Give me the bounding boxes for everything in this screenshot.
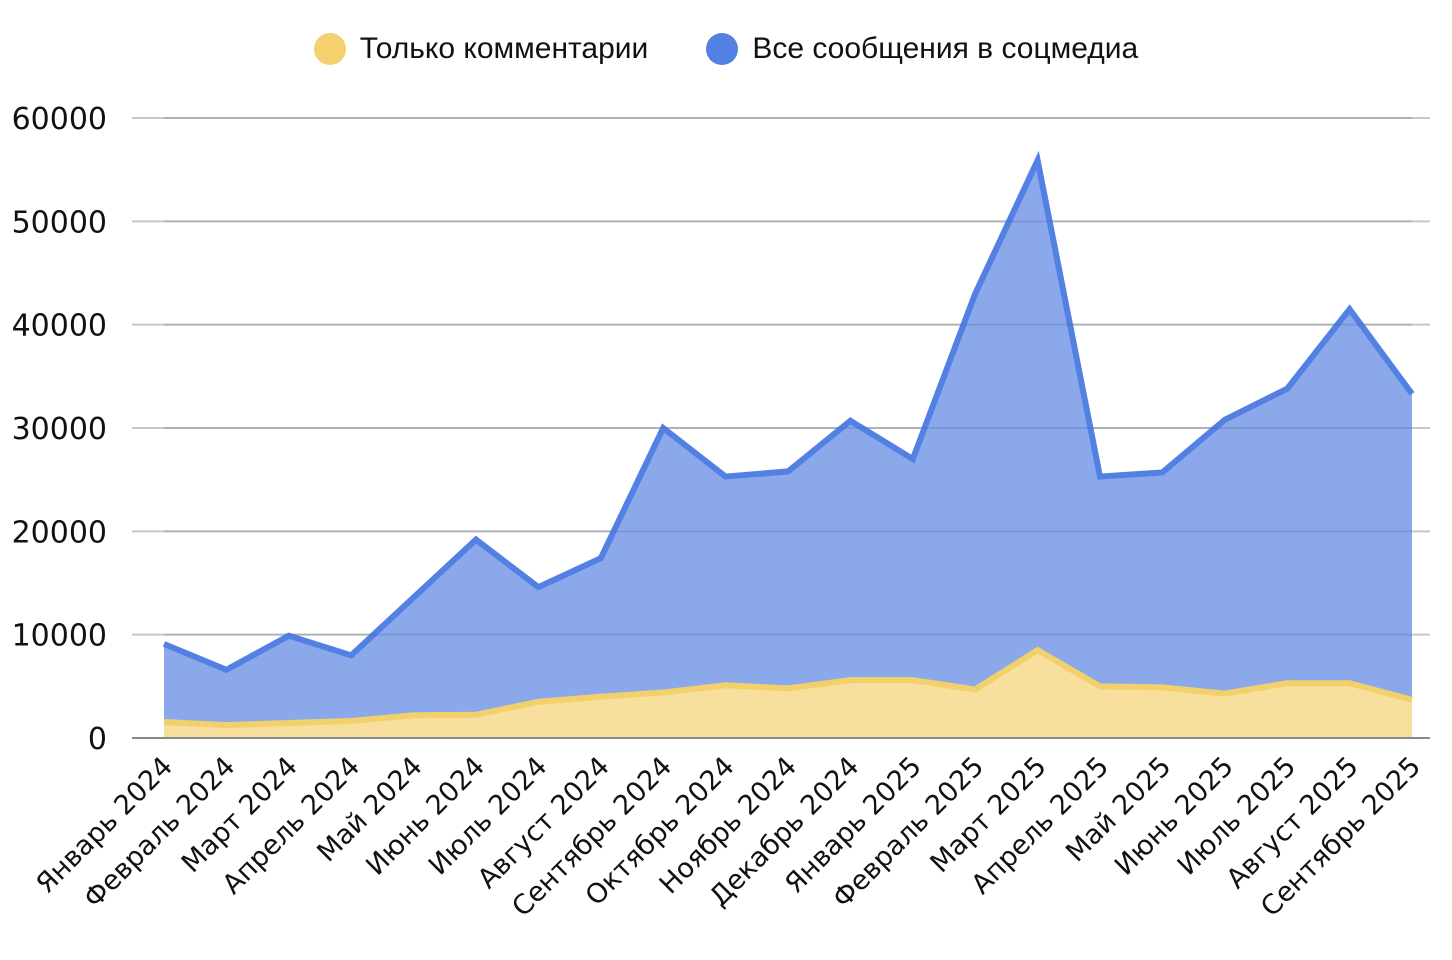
- y-tick-label: 60000: [12, 102, 107, 137]
- legend-label-comments: Только комментарии: [359, 32, 649, 65]
- all-messages-line: [162, 150, 1415, 674]
- y-tick-label: 50000: [12, 205, 107, 240]
- legend-label-all-messages: Все сообщения в соцмедиа: [752, 32, 1139, 65]
- all-messages-area: [164, 160, 1412, 738]
- y-tick-label: 30000: [12, 412, 107, 447]
- legend-item-comments[interactable]: Только комментарии: [313, 32, 649, 66]
- y-tick-label: 10000: [12, 619, 107, 654]
- y-tick-label: 20000: [12, 515, 107, 550]
- legend-swatch-comments-icon: [313, 33, 346, 65]
- plot-area: [132, 117, 1430, 739]
- chart-legend: Только комментарии Все сообщения в соцме…: [0, 26, 1452, 72]
- comments-line: [163, 646, 1413, 729]
- legend-item-all-messages[interactable]: Все сообщения в соцмедиа: [706, 32, 1138, 66]
- legend-swatch-all-messages-icon: [706, 33, 739, 65]
- y-tick-label: 40000: [12, 309, 107, 344]
- y-axis: 0 10000 20000 30000 40000 50000 60000: [12, 102, 107, 757]
- y-tick-label: 0: [88, 722, 107, 757]
